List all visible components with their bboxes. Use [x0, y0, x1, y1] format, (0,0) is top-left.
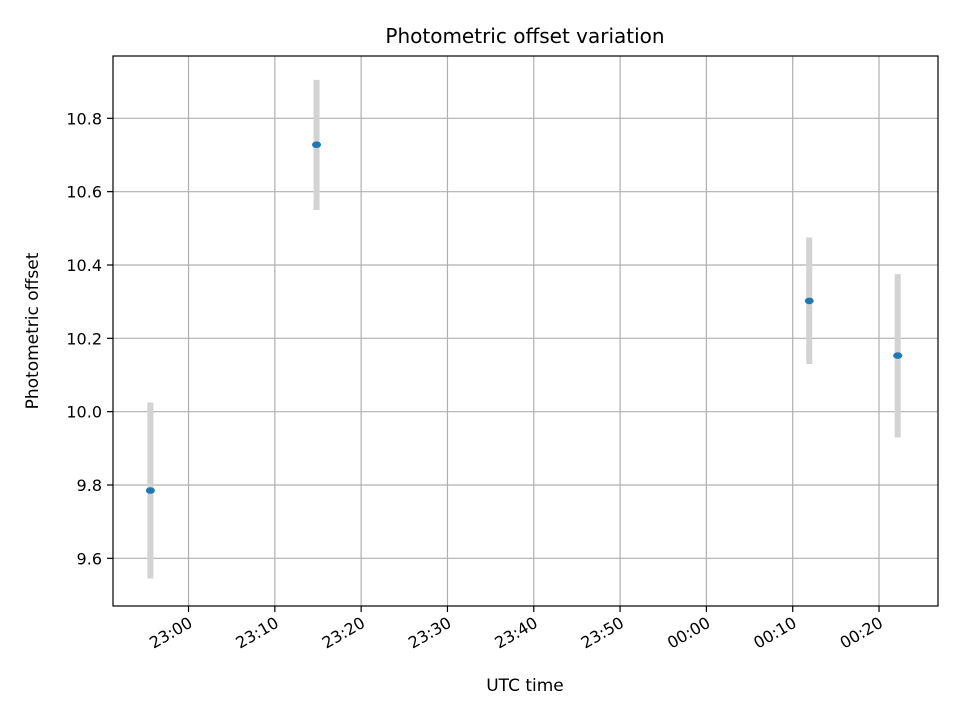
y-axis-label: Photometric offset: [23, 252, 43, 409]
chart-title: Photometric offset variation: [385, 24, 664, 48]
y-tick-label: 10.4: [66, 256, 102, 275]
y-tick-label: 9.6: [77, 549, 102, 568]
x-tick-label: 23:50: [578, 613, 627, 653]
x-axis-label: UTC time: [486, 676, 564, 696]
data-point: [312, 141, 322, 149]
data-point: [893, 352, 903, 359]
y-tick-label: 10.6: [66, 183, 102, 202]
x-tick-label: 23:40: [491, 613, 540, 653]
y-tick-label: 10.8: [66, 109, 102, 128]
x-axis: 23:00 23:10 23:20 23:30 23:40 23:50 00:00 00:10…: [146, 606, 886, 653]
y-axis: 9.6 9.8 10.0 10.2 10.4 10.6 10.8: [66, 109, 113, 568]
x-tick-label: 00:10: [750, 613, 799, 653]
x-tick-label: 23:00: [146, 613, 195, 653]
data-point: [145, 487, 155, 494]
x-tick-label: 23:20: [319, 613, 368, 653]
y-tick-label: 10.0: [66, 403, 102, 422]
data-points: [145, 141, 903, 494]
plot-frame: [112, 55, 939, 607]
error-bars: [147, 79, 901, 579]
data-point: [804, 297, 814, 305]
x-tick-label: 00:20: [837, 613, 886, 653]
x-tick-label: 23:30: [405, 613, 454, 653]
x-tick-label: 00:00: [664, 613, 713, 653]
x-tick-label: 23:10: [232, 613, 281, 653]
y-tick-label: 10.2: [66, 329, 102, 348]
y-tick-label: 9.8: [77, 476, 102, 495]
grid: [113, 56, 938, 606]
